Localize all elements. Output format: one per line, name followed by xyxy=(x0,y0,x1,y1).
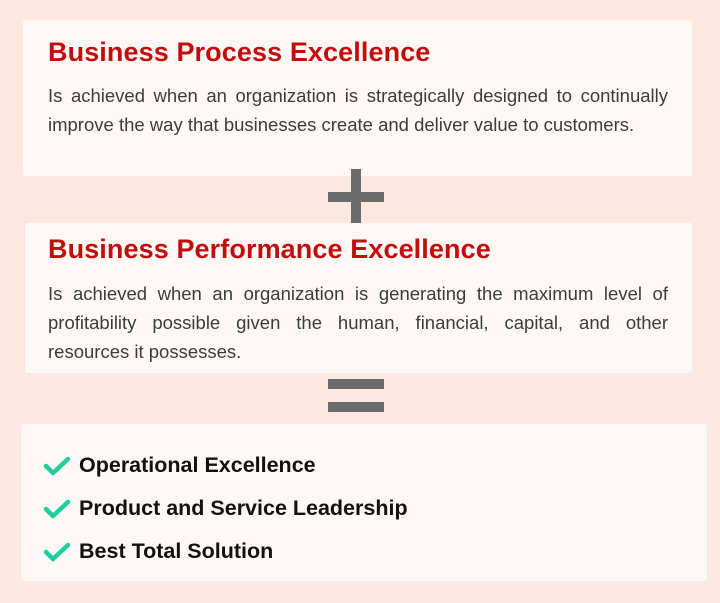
check-icon xyxy=(43,542,71,561)
equals-top-bar xyxy=(328,379,384,389)
outcome-item-best-total-solution: Best Total Solution xyxy=(43,530,707,573)
process-excellence-card: Business Process Excellence Is achieved … xyxy=(23,20,692,176)
outcome-label: Product and Service Leadership xyxy=(79,496,408,520)
equals-bottom-bar xyxy=(328,402,384,412)
outcome-item-product-service-leadership: Product and Service Leadership xyxy=(43,487,707,530)
equals-icon xyxy=(328,379,384,413)
plus-vertical-bar xyxy=(351,169,361,225)
outcome-list: Operational Excellence Product and Servi… xyxy=(43,444,707,573)
plus-icon xyxy=(328,169,384,225)
outcome-label: Best Total Solution xyxy=(79,539,274,563)
outcome-item-operational-excellence: Operational Excellence xyxy=(43,444,707,487)
performance-excellence-card: Business Performance Excellence Is achie… xyxy=(25,223,692,373)
performance-excellence-title: Business Performance Excellence xyxy=(48,234,491,264)
check-icon xyxy=(43,499,71,518)
process-excellence-title: Business Process Excellence xyxy=(48,37,431,67)
outcomes-card: Operational Excellence Product and Servi… xyxy=(21,424,707,581)
process-excellence-description: Is achieved when an organization is stra… xyxy=(48,85,668,135)
check-icon xyxy=(43,456,71,475)
performance-excellence-description: Is achieved when an organization is gene… xyxy=(48,283,668,362)
outcome-label: Operational Excellence xyxy=(79,453,316,477)
